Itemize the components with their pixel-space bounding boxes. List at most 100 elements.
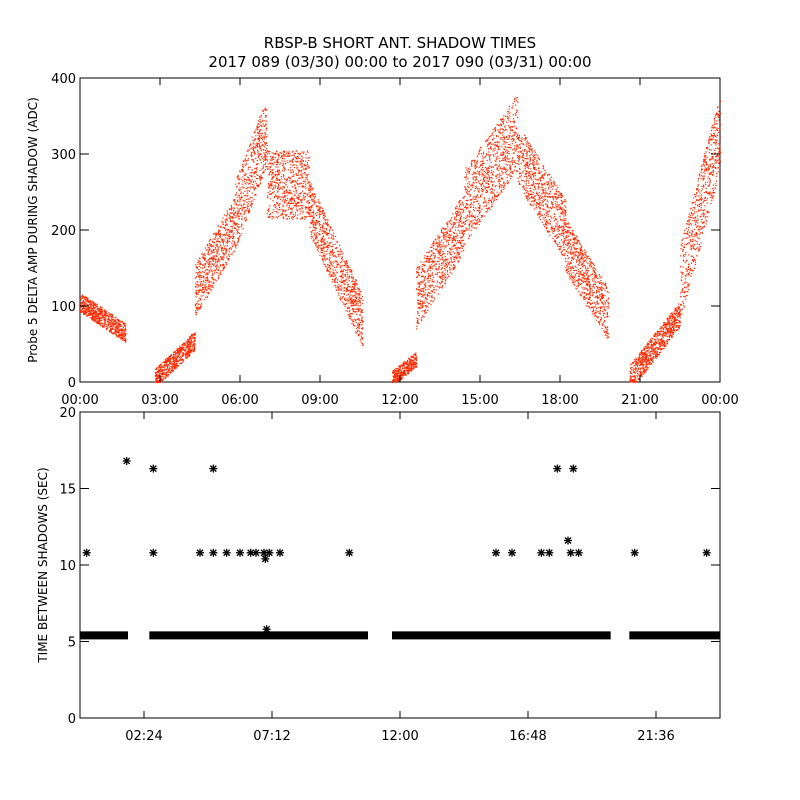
amp-point [320,251,322,253]
amp-point [167,371,169,373]
amp-point [291,211,293,213]
amp-point [95,320,97,322]
amp-point [276,177,278,180]
amp-point [435,269,437,271]
amp-point [440,275,442,277]
amp-point [295,181,297,183]
amp-point [94,311,96,313]
amp-point [455,207,457,209]
amp-point [455,218,457,221]
amp-point [218,253,220,255]
amp-point [444,238,446,240]
amp-point [87,308,89,310]
amp-point [233,214,235,216]
amp-point [438,282,441,284]
amp-point [335,269,337,271]
amp-point [456,257,458,260]
amp-point [210,266,212,268]
amp-point [359,314,361,316]
amp-point [106,314,109,316]
amp-point [204,298,206,301]
amp-point [264,136,266,138]
amp-point [250,155,252,157]
amp-point [221,226,223,228]
amp-point [283,191,285,193]
amp-point [281,160,283,162]
amp-point [417,283,419,285]
amp-point [265,129,267,131]
amp-point [226,223,228,225]
amp-point [357,333,359,336]
amp-point [225,252,227,254]
amp-point [280,176,282,178]
amp-point [343,269,345,271]
amp-point [346,261,348,263]
amp-point [176,359,178,361]
amp-point [271,193,273,195]
amp-point [209,281,211,283]
amp-point [94,310,97,312]
amp-point [201,253,203,255]
amp-point [260,137,262,139]
amp-point [417,303,420,305]
amp-point [212,233,214,235]
amp-point [215,254,217,256]
amp-point [276,151,278,153]
amp-point [351,281,353,283]
amp-point [461,247,463,249]
amp-point [302,173,304,175]
amp-point [296,182,298,184]
amp-point [276,176,278,178]
amp-point [311,198,313,200]
amp-point [329,267,331,269]
amp-point [257,151,259,153]
amp-point [305,183,307,185]
amp-point [155,378,157,380]
amp-point [327,234,329,236]
amp-point [257,154,259,156]
amp-point [208,254,210,256]
amp-point [271,159,273,161]
amp-point [317,199,319,201]
amp-point [451,246,453,248]
amp-point [309,181,311,183]
amp-point [226,231,228,233]
amp-point [308,215,310,217]
amp-point [416,288,418,291]
amp-point [82,308,84,310]
amp-point [196,301,198,303]
amp-point [433,248,435,250]
amp-point [315,243,317,245]
amp-point [254,194,256,196]
amp-point [318,206,320,208]
amp-point [309,188,311,190]
amp-point [324,255,326,257]
amp-point [341,265,344,267]
amp-point [208,266,210,268]
amp-point [84,307,86,309]
amp-point [220,259,222,261]
amp-point [257,146,259,148]
amp-point [217,240,219,242]
amp-point [424,277,426,279]
amp-point [192,343,194,346]
amp-point [160,363,162,365]
amp-point [333,271,335,274]
amp-point [449,228,451,230]
amp-point [455,216,457,218]
amp-point [313,221,315,223]
amp-point [285,184,287,186]
amp-point [292,214,294,216]
amp-point [310,196,312,198]
amp-point [93,308,96,310]
top-panel-points [80,96,722,384]
amp-point [438,250,440,252]
amp-point [205,289,207,291]
amp-point [176,355,178,357]
amp-point [415,358,417,360]
amp-point [205,282,207,284]
amp-point [313,197,315,199]
amp-point [225,250,227,252]
amp-point [250,181,252,183]
amp-point [241,217,243,220]
